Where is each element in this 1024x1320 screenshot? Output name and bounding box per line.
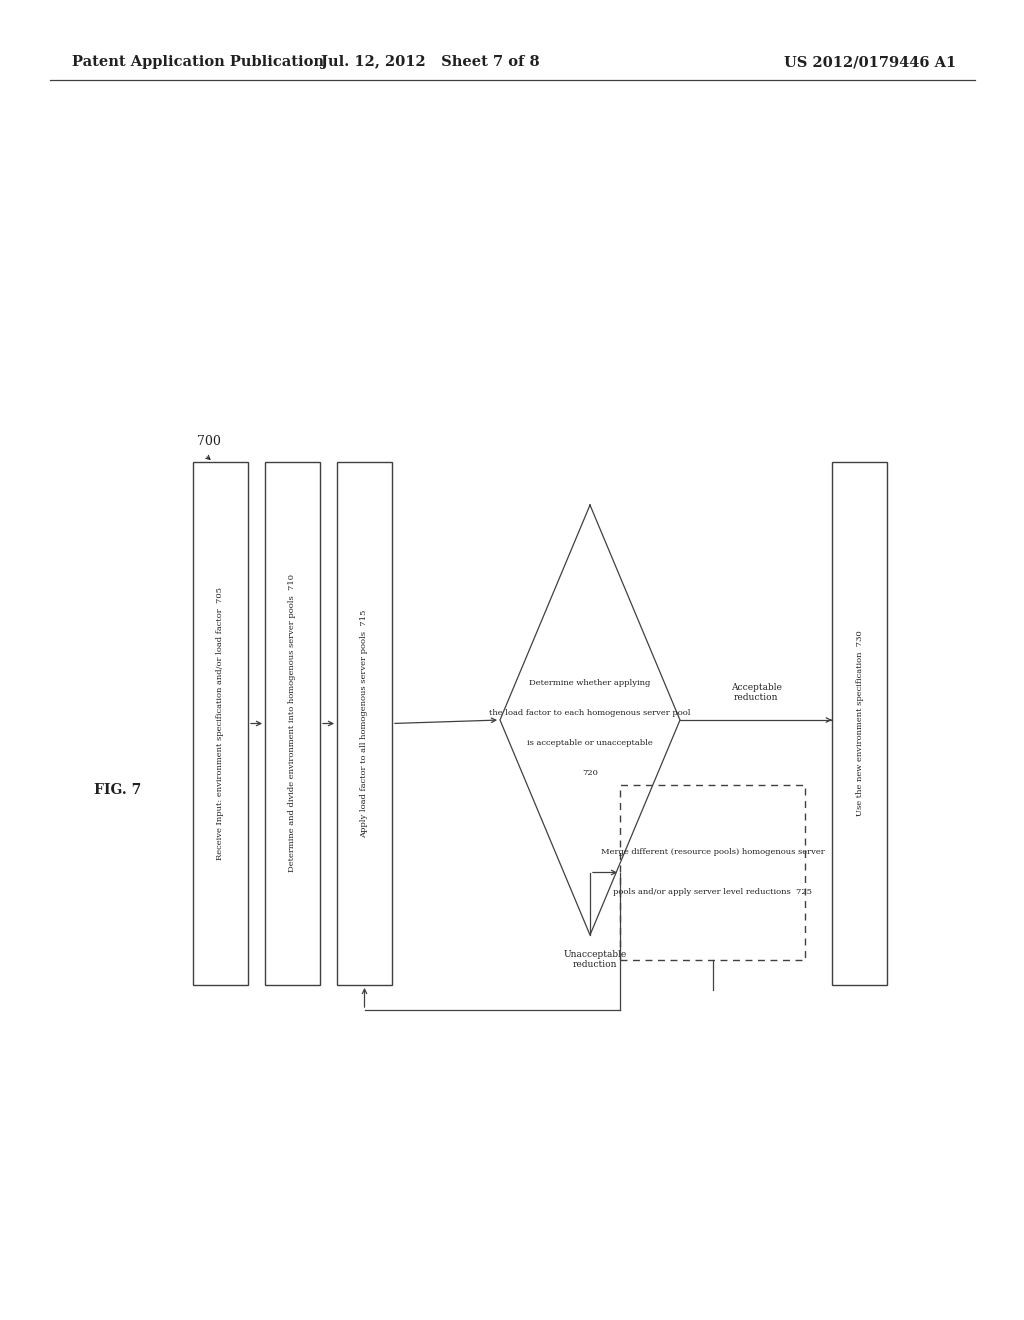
Text: Unacceptable
reduction: Unacceptable reduction bbox=[563, 950, 627, 969]
Bar bbox=[193, 462, 248, 985]
Text: 700: 700 bbox=[197, 436, 221, 447]
Text: FIG. 7: FIG. 7 bbox=[94, 783, 141, 797]
Bar bbox=[831, 462, 887, 985]
Text: Merge different (resource pools) homogenous server: Merge different (resource pools) homogen… bbox=[601, 849, 824, 857]
Text: Determine and divide environment into homogenous server pools  710: Determine and divide environment into ho… bbox=[289, 574, 297, 873]
Bar bbox=[337, 462, 392, 985]
Bar bbox=[265, 462, 319, 985]
Text: Use the new environment specification  730: Use the new environment specification 73… bbox=[855, 631, 863, 816]
Text: Acceptable
reduction: Acceptable reduction bbox=[730, 682, 781, 702]
Text: Patent Application Publication: Patent Application Publication bbox=[72, 55, 324, 69]
Polygon shape bbox=[500, 506, 680, 935]
Text: Jul. 12, 2012   Sheet 7 of 8: Jul. 12, 2012 Sheet 7 of 8 bbox=[321, 55, 540, 69]
Text: pools and/or apply server level reductions  725: pools and/or apply server level reductio… bbox=[613, 888, 812, 896]
Bar bbox=[620, 785, 805, 960]
Text: the load factor to each homogenous server pool: the load factor to each homogenous serve… bbox=[489, 709, 691, 717]
Text: 720: 720 bbox=[582, 770, 598, 777]
Text: Receive Input: environment specification and/or load factor  705: Receive Input: environment specification… bbox=[216, 587, 224, 861]
Text: Determine whether applying: Determine whether applying bbox=[529, 678, 650, 686]
Text: US 2012/0179446 A1: US 2012/0179446 A1 bbox=[784, 55, 956, 69]
Text: is acceptable or unacceptable: is acceptable or unacceptable bbox=[527, 739, 653, 747]
Text: Apply load factor to all homogenous server pools  715: Apply load factor to all homogenous serv… bbox=[360, 610, 369, 838]
